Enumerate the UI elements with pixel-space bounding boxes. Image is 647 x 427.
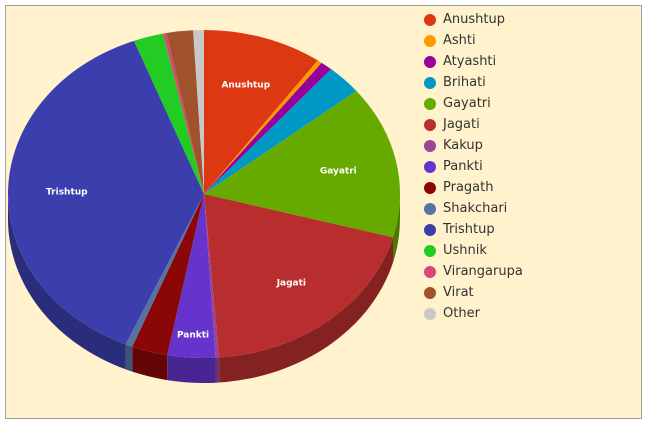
- pie-slice-atyashti[interactable]: [204, 62, 332, 195]
- slice-label-jagati: Jagati: [276, 279, 306, 289]
- pie-top: [8, 30, 400, 358]
- pie-side-gayatri: [393, 194, 400, 263]
- pie-sides: [8, 194, 400, 383]
- legend-item-jagati[interactable]: Jagati: [424, 114, 523, 135]
- pie-slice-shakchari[interactable]: [125, 194, 204, 347]
- pie-slice-pragath[interactable]: [132, 194, 204, 356]
- legend-label: Virat: [443, 285, 474, 300]
- legend-swatch: [424, 118, 436, 131]
- legend-swatch: [424, 76, 436, 89]
- legend-swatch: [424, 13, 436, 26]
- pie-slice-kakup[interactable]: [204, 194, 220, 358]
- legend-swatch: [424, 265, 436, 278]
- legend-item-shakchari[interactable]: Shakchari: [424, 198, 523, 219]
- pie-side-jagati: [219, 237, 394, 383]
- legend-item-virangarupa[interactable]: Virangarupa: [424, 261, 523, 282]
- slice-label-gayatri: Gayatri: [320, 167, 357, 177]
- legend-item-ashti[interactable]: Ashti: [424, 30, 523, 51]
- legend-item-pragath[interactable]: Pragath: [424, 177, 523, 198]
- legend-swatch: [424, 244, 436, 257]
- legend-item-kakup[interactable]: Kakup: [424, 135, 523, 156]
- legend-label: Trishtup: [443, 222, 495, 237]
- legend-swatch: [424, 307, 436, 320]
- legend-item-ushnik[interactable]: Ushnik: [424, 240, 523, 261]
- legend-label: Jagati: [443, 117, 480, 132]
- chart-legend: Anushtup Ashti Atyashti Brihati Gayatri Jagat…: [424, 9, 523, 324]
- legend-item-atyashti[interactable]: Atyashti: [424, 51, 523, 72]
- pie-labels: Anushtup Gayatri Jagati Pankti Trishtup: [46, 81, 357, 341]
- slice-label-anushtup: Anushtup: [221, 81, 270, 91]
- chart-frame: Anushtup Gayatri Jagati Pankti Trishtup Anus…: [5, 5, 642, 419]
- pie-side-kakup: [215, 357, 220, 383]
- pie-slice-other[interactable]: [193, 30, 204, 194]
- legend-item-trishtup[interactable]: Trishtup: [424, 219, 523, 240]
- legend-swatch: [424, 55, 436, 68]
- pie-slice-trishtup[interactable]: [8, 40, 204, 345]
- legend-label: Virangarupa: [443, 264, 523, 279]
- slice-label-trishtup: Trishtup: [46, 187, 88, 197]
- legend-label: Atyashti: [443, 54, 497, 69]
- legend-swatch: [424, 223, 436, 236]
- pie-slice-ushnik[interactable]: [133, 33, 204, 195]
- legend-item-brihati[interactable]: Brihati: [424, 72, 523, 93]
- pie-chart: Anushtup Gayatri Jagati Pankti Trishtup: [8, 30, 400, 383]
- pie-slice-brihati[interactable]: [204, 69, 357, 194]
- legend-swatch: [424, 286, 436, 299]
- legend-swatch: [424, 34, 436, 47]
- pie-side-trishtup: [8, 194, 126, 370]
- pie-slice-gayatri[interactable]: [204, 90, 400, 238]
- pie-slice-anushtup[interactable]: [204, 30, 318, 194]
- legend-label: Brihati: [443, 75, 486, 90]
- pie-slice-pankti[interactable]: [167, 194, 216, 358]
- legend-item-virat[interactable]: Virat: [424, 282, 523, 303]
- pie-side-pankti: [167, 355, 216, 383]
- legend-label: Pragath: [443, 180, 494, 195]
- slice-label-pankti: Pankti: [177, 331, 209, 341]
- legend-swatch: [424, 202, 436, 215]
- legend-label: Gayatri: [443, 96, 491, 111]
- legend-label: Pankti: [443, 159, 483, 174]
- legend-item-gayatri[interactable]: Gayatri: [424, 93, 523, 114]
- legend-label: Ushnik: [443, 243, 487, 258]
- legend-item-pankti[interactable]: Pankti: [424, 156, 523, 177]
- legend-swatch: [424, 97, 436, 110]
- legend-label: Anushtup: [443, 12, 505, 27]
- legend-label: Other: [443, 306, 480, 321]
- legend-swatch: [424, 160, 436, 173]
- pie-slice-ashti[interactable]: [204, 60, 322, 194]
- legend-label: Shakchari: [443, 201, 508, 216]
- pie-slice-virangarupa[interactable]: [163, 33, 204, 194]
- legend-swatch: [424, 139, 436, 152]
- pie-slice-jagati[interactable]: [204, 194, 394, 358]
- pie-side-pragath: [132, 346, 168, 381]
- pie-slice-virat[interactable]: [166, 30, 204, 195]
- legend-label: Kakup: [443, 138, 483, 153]
- legend-item-other[interactable]: Other: [424, 303, 523, 324]
- legend-item-anushtup[interactable]: Anushtup: [424, 9, 523, 30]
- legend-label: Ashti: [443, 33, 476, 48]
- pie-side-shakchari: [125, 344, 133, 372]
- legend-swatch: [424, 181, 436, 194]
